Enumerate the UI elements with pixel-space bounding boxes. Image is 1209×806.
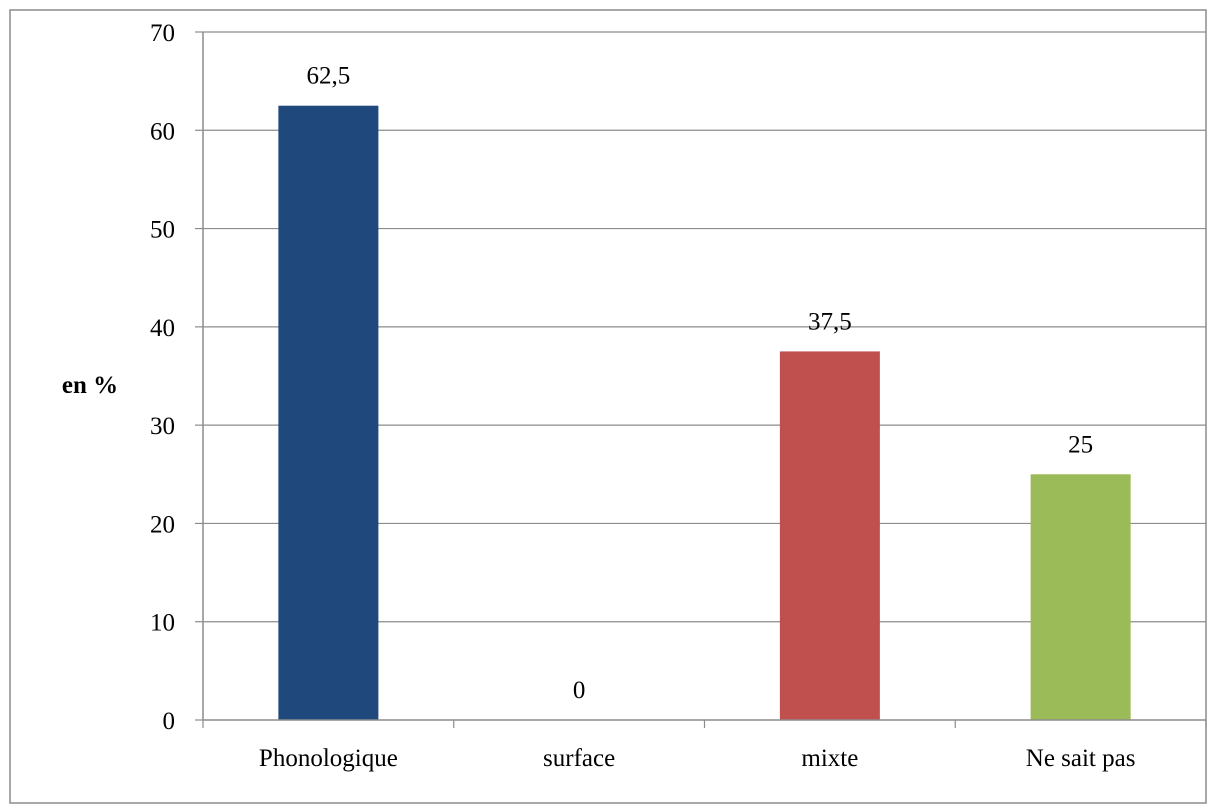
axes	[202, 32, 1206, 721]
y-tick-label: 20	[150, 511, 175, 538]
y-tick-label: 60	[150, 118, 175, 145]
x-tick-labels: Phonologique surface mixte Ne sait pas	[259, 745, 1136, 772]
y-tick-label: 0	[163, 708, 176, 735]
y-tick-labels: 0 10 20 30 40 50 60 70	[150, 20, 175, 735]
bar-mixte	[779, 351, 880, 720]
chart-border	[9, 9, 1207, 804]
x-tick-label: Ne sait pas	[1026, 745, 1136, 772]
y-tick-label: 70	[150, 20, 175, 47]
x-tick-label: Phonologique	[259, 745, 398, 772]
data-label: 62,5	[307, 63, 351, 90]
y-tick-label: 30	[150, 413, 175, 440]
data-label: 0	[573, 677, 586, 704]
data-label: 37,5	[808, 308, 852, 335]
y-axis-label: en %	[62, 372, 118, 399]
y-tick-label: 50	[150, 217, 175, 244]
data-label: 25	[1068, 431, 1093, 458]
bars	[278, 105, 1131, 720]
y-tick-label: 10	[150, 610, 175, 637]
bar-ne-sait-pas	[1030, 474, 1131, 720]
x-tick-label: surface	[543, 745, 615, 772]
y-tick-label: 40	[150, 315, 175, 342]
data-labels: 62,5 0 37,5 25	[307, 63, 1094, 704]
bar-phonologique	[278, 105, 379, 720]
x-tick-label: mixte	[801, 745, 858, 772]
